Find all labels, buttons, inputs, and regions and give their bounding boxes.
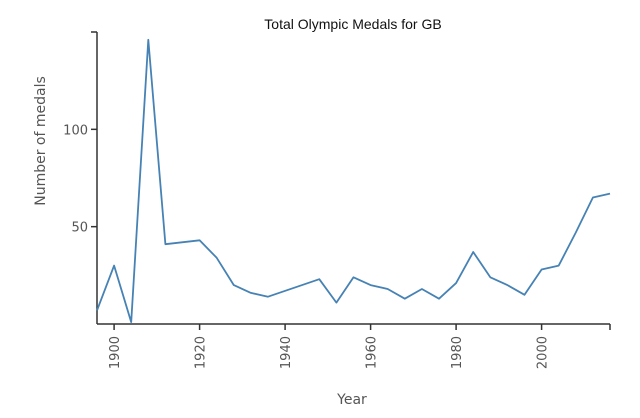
y-tick-label: 100 bbox=[63, 123, 88, 138]
x-axis-ticks: 1900 1920 1940 1960 1980 2000 bbox=[108, 324, 551, 369]
x-tick-label: 2000 bbox=[536, 336, 551, 369]
chart-title: Total Olympic Medals for GB bbox=[264, 16, 441, 32]
x-tick-label: 1960 bbox=[365, 336, 380, 369]
y-axis-ticks: 50 100 bbox=[63, 123, 97, 236]
y-tick-label: 50 bbox=[71, 221, 88, 236]
y-axis-label: Number of medals bbox=[33, 76, 49, 206]
x-axis-label: Year bbox=[336, 392, 367, 408]
series-line bbox=[96, 38, 611, 324]
series-group bbox=[96, 38, 611, 324]
x-tick-label: 1980 bbox=[450, 336, 465, 369]
x-tick-label: 1940 bbox=[279, 336, 294, 369]
x-tick-label: 1920 bbox=[194, 336, 209, 369]
x-tick-label: 1900 bbox=[108, 336, 123, 369]
